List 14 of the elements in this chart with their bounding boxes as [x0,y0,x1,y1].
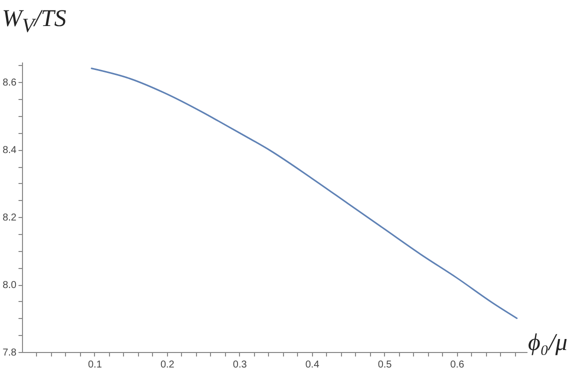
y-tick-label: 8.2 [2,212,17,224]
y-axis-title: W$_{V}$/TS [2,6,66,38]
y-tick-label: 7.8 [2,348,17,358]
x-axis-title: ϕ₀/μ [528,330,568,357]
x-tick-label: 0.1 [88,360,102,370]
line-series [90,68,518,320]
y-tick-label: 8.4 [2,145,17,156]
x-tick-label: 0.5 [378,360,392,370]
x-tick-label: 0.6 [450,360,465,370]
x-tick-label: 0.4 [305,360,320,370]
x-tick-label: 0.3 [232,360,248,370]
y-tick-label: 8.0 [2,280,17,292]
y-tick-label: 8.6 [2,78,17,89]
x-tick-label: 0.2 [160,360,175,370]
